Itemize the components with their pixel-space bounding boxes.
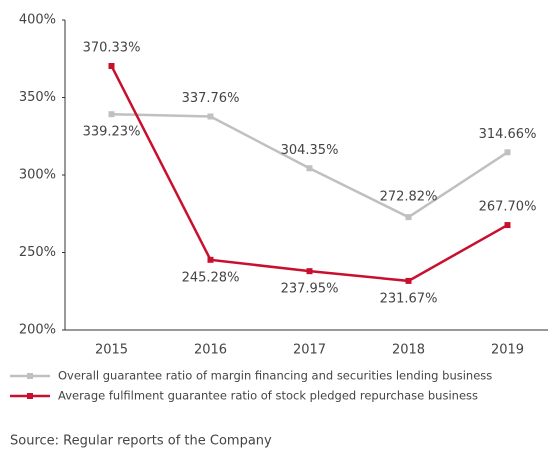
data-label: 339.23% — [83, 125, 141, 140]
legend-marker — [27, 373, 33, 379]
data-label: 237.95% — [281, 282, 339, 297]
y-tick-label: 200% — [19, 323, 56, 338]
data-label: 231.67% — [380, 291, 438, 306]
legend-label: Average fulfilment guarantee ratio of st… — [58, 389, 478, 403]
x-tick-label: 2018 — [392, 343, 425, 358]
series-line — [110, 65, 509, 283]
y-tick-label: 350% — [19, 90, 56, 105]
y-tick-label: 400% — [19, 13, 56, 28]
legend-marker — [27, 393, 33, 399]
x-tick-label: 2015 — [95, 343, 128, 358]
data-label: 370.33% — [83, 40, 141, 55]
point-marker — [108, 111, 115, 118]
x-tick-label: 2017 — [293, 343, 326, 358]
point-marker — [504, 222, 511, 229]
legend-label: Overall guarantee ratio of margin financ… — [58, 369, 492, 383]
point-marker — [207, 256, 214, 263]
point-marker — [306, 165, 313, 172]
y-tick-label: 300% — [19, 168, 56, 183]
data-label: 304.35% — [281, 143, 339, 158]
data-label: 245.28% — [182, 270, 240, 285]
point-marker — [108, 62, 115, 69]
point-marker — [405, 214, 412, 221]
point-marker — [504, 149, 511, 156]
data-label: 267.70% — [479, 200, 537, 215]
source-note: Source: Regular reports of the Company — [10, 434, 272, 449]
x-tick-label: 2016 — [194, 343, 227, 358]
y-tick-label: 250% — [19, 245, 56, 260]
data-label: 272.82% — [380, 190, 438, 205]
data-label: 337.76% — [182, 91, 240, 106]
point-marker — [207, 113, 214, 120]
point-marker — [405, 277, 412, 284]
x-tick-label: 2019 — [491, 343, 524, 358]
data-label: 314.66% — [479, 127, 537, 142]
point-marker — [306, 268, 313, 275]
